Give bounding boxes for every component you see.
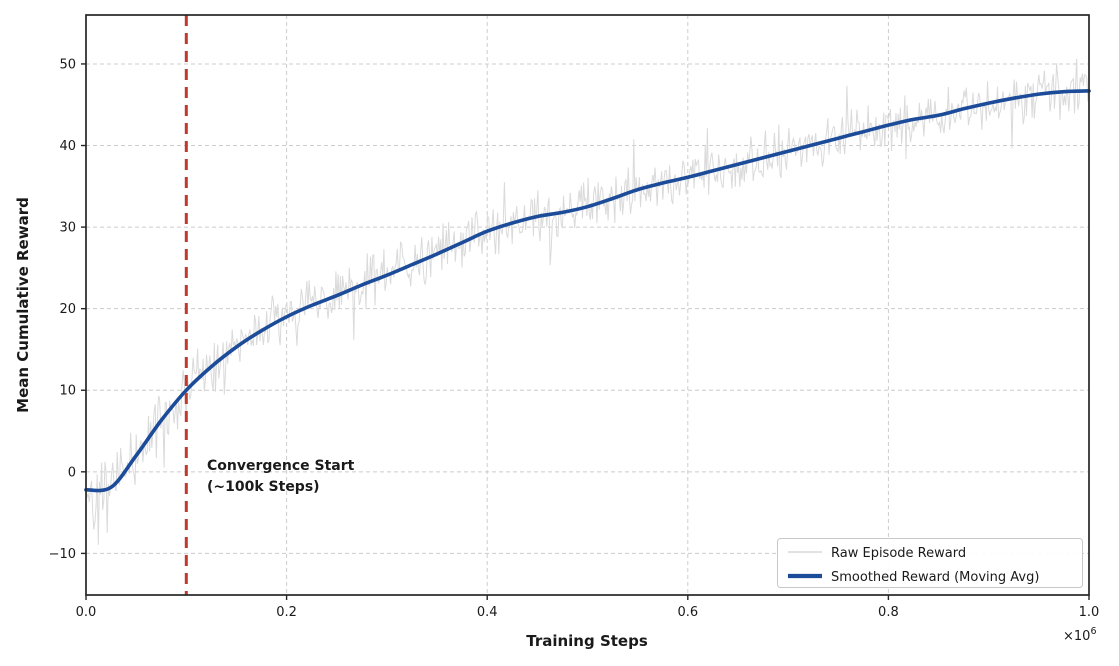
x-tick-label: 0.6 xyxy=(677,605,698,620)
y-tick-label: 20 xyxy=(59,302,76,317)
raw-series-line xyxy=(85,58,1090,545)
y-tick-label: 40 xyxy=(59,139,76,154)
x-tick-label: 0.8 xyxy=(878,605,899,620)
y-axis-label: Mean Cumulative Reward xyxy=(14,197,32,413)
x-tick-label: 1.0 xyxy=(1079,605,1100,620)
offset-base: ×10 xyxy=(1063,629,1090,644)
legend: Raw Episode Reward Smoothed Reward (Movi… xyxy=(777,538,1083,588)
y-tick-label: 30 xyxy=(59,221,76,236)
grid-layer xyxy=(85,15,1090,595)
y-tick-label: −10 xyxy=(49,547,76,562)
x-tick-label: 0.0 xyxy=(76,605,97,620)
x-tick-label: 0.2 xyxy=(276,605,297,620)
plot-border xyxy=(85,14,1090,596)
axes-spines xyxy=(85,14,1090,596)
legend-raw-label: Raw Episode Reward xyxy=(831,546,966,561)
y-tick-label: 50 xyxy=(59,57,76,72)
annotation-line-2: (~100k Steps) xyxy=(207,479,320,495)
legend-smoothed-label: Smoothed Reward (Moving Avg) xyxy=(831,570,1039,585)
series-layer xyxy=(84,58,1091,545)
y-tick-label: 0 xyxy=(68,465,76,480)
offset-exponent: 6 xyxy=(1090,626,1096,637)
x-tick-label: 0.4 xyxy=(477,605,498,620)
tick-layer: 0.0 0.2 0.4 0.6 0.8 1.0 −10 0 10 20 30 40 50 xyxy=(49,57,1100,620)
annotation-line-1: Convergence Start xyxy=(207,458,355,474)
legend-box xyxy=(777,538,1083,588)
x-axis-offset-label: ×106 xyxy=(1063,626,1096,644)
x-axis-label: Training Steps xyxy=(526,632,648,650)
y-tick-label: 10 xyxy=(59,384,76,399)
smoothed-series-line xyxy=(84,89,1091,493)
